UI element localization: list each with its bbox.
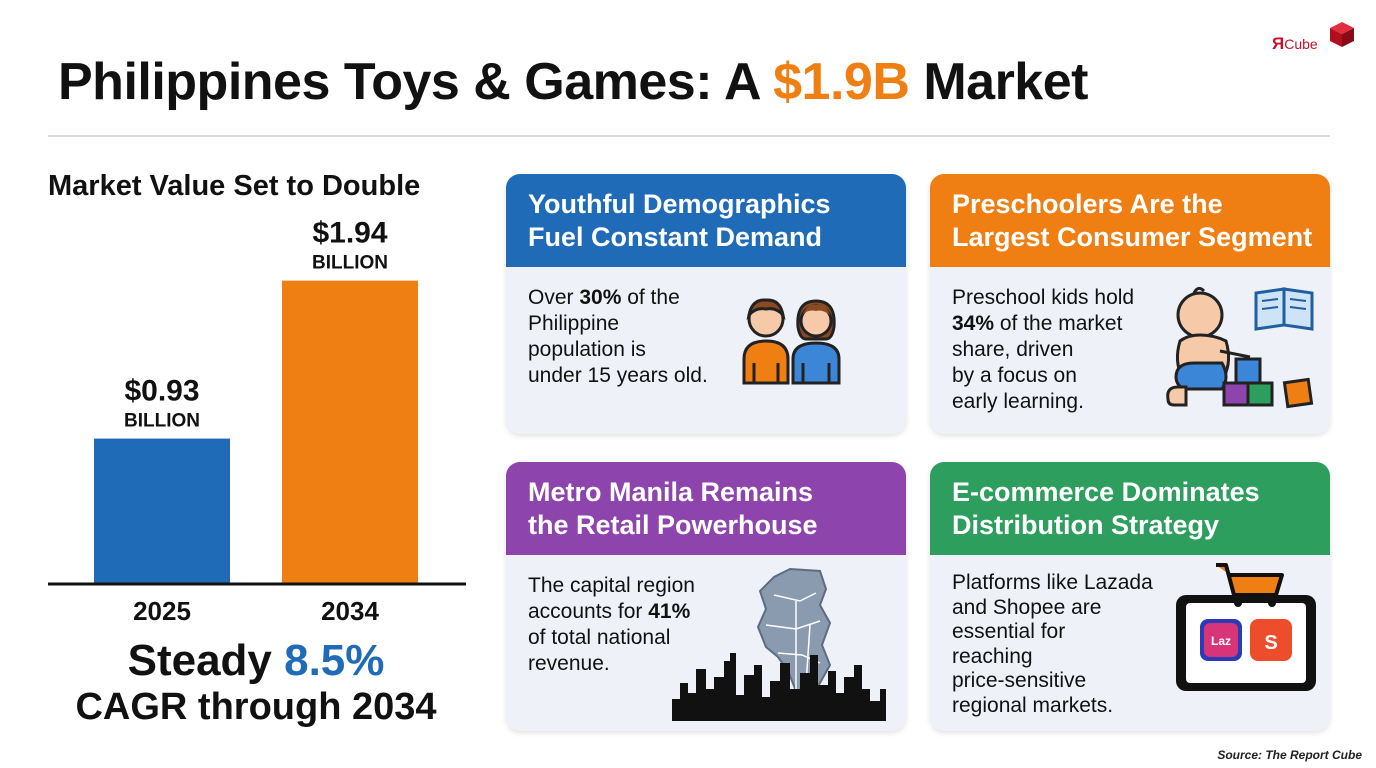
highlight-stat: 34% xyxy=(952,312,995,335)
card-title-line: Metro Manila Remains xyxy=(528,477,814,507)
card-body-line: regional markets. xyxy=(952,694,1308,719)
bar-value-label: $1.94 xyxy=(312,220,387,250)
bar-2025 xyxy=(94,438,230,583)
cube-icon xyxy=(1330,22,1354,47)
card-title-line: E-commerce Dominates xyxy=(952,477,1260,507)
x-tick-label: 2025 xyxy=(133,596,191,626)
card-body-line: of total national xyxy=(528,625,884,651)
children-icon xyxy=(742,298,841,385)
body-text: by a focus on xyxy=(952,364,1077,387)
bar-chart: $0.93 BILLION 2025 $1.94 BILLION 2034 xyxy=(48,220,466,626)
title-divider xyxy=(48,135,1330,137)
bar-unit-label: BILLION xyxy=(124,411,200,432)
card-body-line: 34% of the market xyxy=(952,311,1308,337)
card-body-line: Preschool kids hold xyxy=(952,285,1308,311)
card-metro-manila: Metro Manila Remains the Retail Powerhou… xyxy=(506,462,906,731)
bar-2034 xyxy=(282,280,418,583)
card-body-line: accounts for 41% xyxy=(528,599,884,625)
card-body-line: by a focus on xyxy=(952,363,1308,389)
body-text: and Shopee are xyxy=(952,595,1102,619)
tablet-cart-icon: Laz S xyxy=(1176,563,1316,691)
card-body-line: early learning. xyxy=(952,389,1308,415)
card-body-line: The capital region xyxy=(528,573,884,599)
card-header: E-commerce Dominates Distribution Strate… xyxy=(930,462,1330,555)
cagr-subline: CAGR through 2034 xyxy=(75,686,437,728)
body-text: Over xyxy=(528,286,580,309)
card-body: Platforms like Lazada and Shopee are essen… xyxy=(930,555,1330,731)
body-text: of the xyxy=(621,286,680,309)
card-title-line: Distribution Strategy xyxy=(952,510,1220,540)
card-title-line: Youthful Demographics xyxy=(528,189,831,219)
card-preschoolers: Preschoolers Are the Largest Consumer Se… xyxy=(930,174,1330,434)
body-text: regional markets. xyxy=(952,693,1114,717)
highlight-stat: 41% xyxy=(648,600,691,623)
bar-unit-label: BILLION xyxy=(312,253,388,274)
source-note: Source: The Report Cube xyxy=(1217,748,1362,762)
card-body-line: price-sensitive xyxy=(952,669,1308,694)
body-text: share, driven xyxy=(952,338,1074,361)
card-body-line: and Shopee are xyxy=(952,596,1308,621)
body-text: Preschool kids hold xyxy=(952,286,1135,309)
brand-logo: ЯCube xyxy=(1272,20,1362,60)
card-title-line: Fuel Constant Demand xyxy=(528,222,823,252)
body-text: of the market xyxy=(994,312,1123,335)
body-text: reaching xyxy=(952,644,1033,668)
baby-blocks-icon xyxy=(1166,286,1314,409)
body-text: accounts for xyxy=(528,600,649,623)
card-title-line: Largest Consumer Segment xyxy=(952,222,1313,252)
card-title-line: the Retail Powerhouse xyxy=(528,510,818,540)
shopee-app-icon: S xyxy=(1264,632,1277,654)
logo-text: ЯCube xyxy=(1272,34,1318,53)
card-body-line: essential for xyxy=(952,620,1308,645)
highlight-stat: 30% xyxy=(579,286,622,309)
card-body-line: under 15 years old. xyxy=(528,363,884,389)
card-body-line: revenue. xyxy=(528,651,884,677)
card-body-line: Platforms like Lazada xyxy=(952,571,1308,596)
card-body: The capital region accounts for 41% of tot… xyxy=(506,555,906,731)
body-text: of total national xyxy=(528,626,671,649)
card-demographics: Youthful Demographics Fuel Constant Dema… xyxy=(506,174,906,434)
bar-value-label: $0.93 xyxy=(124,375,199,408)
body-text: revenue. xyxy=(528,652,610,675)
body-text: population is xyxy=(528,338,646,361)
card-body-line: population is xyxy=(528,337,884,363)
body-text: price-sensitive xyxy=(952,669,1087,692)
body-text: The capital region xyxy=(528,574,695,597)
card-body-line: Over 30% of the xyxy=(528,285,884,311)
card-body: Preschool kids hold 34% of the market shar… xyxy=(930,267,1330,434)
card-body-line: share, driven xyxy=(952,337,1308,363)
lazada-app-icon: Laz xyxy=(1211,634,1231,648)
card-header: Youthful Demographics Fuel Constant Dema… xyxy=(506,174,906,267)
city-map-icon xyxy=(672,567,886,721)
body-text: essential for xyxy=(952,620,1066,643)
body-text: early learning. xyxy=(952,390,1084,413)
card-ecommerce: E-commerce Dominates Distribution Strate… xyxy=(930,462,1330,731)
body-text: under 15 years old. xyxy=(528,364,708,387)
x-tick-label: 2034 xyxy=(321,596,379,626)
card-header: Preschoolers Are the Largest Consumer Se… xyxy=(930,174,1330,267)
body-text: Philippine xyxy=(528,312,620,335)
card-header: Metro Manila Remains the Retail Powerhou… xyxy=(506,462,906,555)
chart-title: Market Value Set to Double xyxy=(48,170,421,202)
card-body-line: reaching xyxy=(952,645,1308,670)
page-title: Philippines Toys & Games: A $1.9B Market xyxy=(58,53,1088,111)
cagr-headline: Steady 8.5% xyxy=(127,636,385,685)
card-body: Over 30% of the Philippine population is un… xyxy=(506,267,906,434)
card-title-line: Preschoolers Are the xyxy=(952,189,1223,219)
body-text: Platforms like Lazada xyxy=(952,571,1153,594)
card-body-line: Philippine xyxy=(528,311,884,337)
